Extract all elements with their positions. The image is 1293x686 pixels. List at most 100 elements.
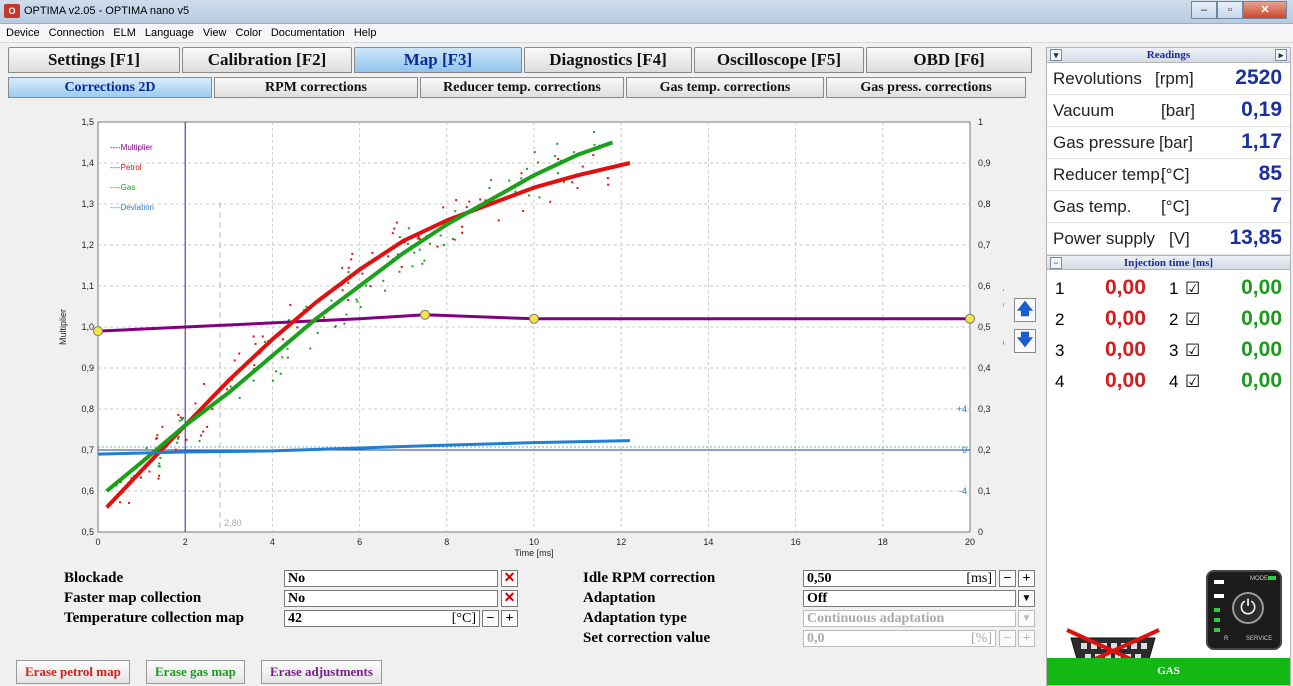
- petrol-sample-dot: [238, 352, 241, 355]
- menu-bar: Device Connection ELM Language View Colo…: [0, 24, 1293, 43]
- gas-switch[interactable]: MODE ⏻ R SERVICE: [1206, 570, 1282, 650]
- petrol-sample-dot: [211, 408, 214, 411]
- petrol-sample-dot: [347, 299, 350, 302]
- switch-led: [1214, 608, 1220, 612]
- checkbox-icon[interactable]: ☑: [1185, 310, 1201, 329]
- gas-sample-dot: [359, 305, 362, 308]
- pressure-up-button[interactable]: 🡅: [1014, 298, 1036, 322]
- menu-documentation[interactable]: Documentation: [270, 27, 345, 39]
- tab-oscilloscope[interactable]: Oscilloscope [F5]: [694, 47, 864, 73]
- petrol-sample-dot: [139, 476, 142, 479]
- gas-injection-value: 0,00: [1241, 307, 1282, 330]
- menu-color[interactable]: Color: [235, 27, 262, 39]
- y-right-tick-label: 0: [978, 527, 983, 537]
- tab-gas-temp-corrections[interactable]: Gas temp. corrections: [626, 77, 824, 98]
- tab-diagnostics[interactable]: Diagnostics [F4]: [524, 47, 692, 73]
- blockade-clear-button[interactable]: ✕: [501, 570, 518, 587]
- tab-calibration[interactable]: Calibration [F2]: [182, 47, 352, 73]
- temp-collection-field[interactable]: 42 [°C]: [284, 610, 480, 627]
- menu-device[interactable]: Device: [6, 27, 40, 39]
- petrol-sample-dot: [549, 200, 552, 203]
- gas-sample-dot: [556, 142, 559, 145]
- injector-number: 3: [1055, 341, 1065, 360]
- temp-increment-button[interactable]: +: [501, 610, 518, 627]
- gas-sample-dot: [428, 242, 431, 245]
- menu-help[interactable]: Help: [353, 27, 377, 39]
- petrol-sample-dot: [341, 266, 344, 269]
- gas-sample-dot: [537, 161, 540, 164]
- x-tick-label: 4: [270, 537, 275, 547]
- tab-rpm-corrections[interactable]: RPM corrections: [214, 77, 418, 98]
- x-tick-label: 20: [965, 537, 975, 547]
- close-button[interactable]: ✕: [1243, 1, 1287, 19]
- tab-gas-press-corrections[interactable]: Gas press. corrections: [826, 77, 1026, 98]
- erase-gas-map-button[interactable]: Erase gas map: [146, 660, 245, 684]
- minimize-button[interactable]: –: [1191, 1, 1217, 19]
- temp-decrement-button[interactable]: −: [482, 610, 499, 627]
- y-tick-label: 1,5: [81, 117, 94, 127]
- adaptation-type-select[interactable]: Continuous adaptation: [803, 610, 1016, 627]
- x-tick-label: 16: [791, 537, 801, 547]
- menu-elm[interactable]: ELM: [113, 27, 136, 39]
- tab-reducer-temp-corrections[interactable]: Reducer temp. corrections: [420, 77, 624, 98]
- petrol-injection-value: 0,00: [1105, 307, 1146, 330]
- faster-map-clear-button[interactable]: ✕: [501, 590, 518, 607]
- tab-settings[interactable]: Settings [F1]: [8, 47, 180, 73]
- petrol-sample-dot: [520, 172, 523, 175]
- idle-rpm-field[interactable]: 0,50 [ms]: [803, 570, 996, 587]
- set-correction-field[interactable]: 0,0 [%]: [803, 630, 996, 647]
- gas-sample-dot: [330, 299, 333, 302]
- erase-petrol-map-button[interactable]: Erase petrol map: [16, 660, 130, 684]
- tab-corrections-2d[interactable]: Corrections 2D: [8, 77, 212, 98]
- y-right-tick-label: 0,7: [978, 240, 991, 250]
- reading-label: Vacuum: [1053, 101, 1115, 120]
- petrol-sample-dot: [177, 413, 180, 416]
- idle-increment-button[interactable]: +: [1018, 570, 1035, 587]
- set-correction-label: Set correction value: [583, 630, 711, 646]
- y-right-tick-label: 0,1: [978, 486, 991, 496]
- set-correction-value: 0,0: [807, 631, 825, 646]
- petrol-sample-dot: [347, 281, 350, 284]
- reading-unit: [rpm]: [1155, 69, 1194, 88]
- petrol-sample-dot: [497, 219, 500, 222]
- set-correction-decrement-button[interactable]: −: [999, 630, 1016, 647]
- adaptation-type-dropdown-icon[interactable]: ▼: [1018, 610, 1035, 627]
- maximize-button[interactable]: ▫: [1217, 1, 1243, 19]
- reading-unit: [V]: [1169, 229, 1190, 248]
- pressure-down-button[interactable]: 🡇: [1014, 329, 1036, 353]
- erase-adjustments-button[interactable]: Erase adjustments: [261, 660, 382, 684]
- adaptation-dropdown-icon[interactable]: ▼: [1018, 590, 1035, 607]
- checkbox-icon[interactable]: ☑: [1185, 279, 1201, 298]
- y-tick-label: 1,0: [81, 322, 94, 332]
- readings-header: ▾ Readings ▸: [1047, 48, 1290, 63]
- idle-decrement-button[interactable]: −: [999, 570, 1016, 587]
- checkbox-icon[interactable]: ☑: [1185, 341, 1201, 360]
- tab-map[interactable]: Map [F3]: [354, 47, 522, 73]
- gas-sample-dot: [316, 331, 319, 334]
- set-correction-increment-button[interactable]: +: [1018, 630, 1035, 647]
- tab-obd[interactable]: OBD [F6]: [866, 47, 1032, 73]
- reading-label: Revolutions: [1053, 69, 1142, 88]
- menu-view[interactable]: View: [202, 27, 227, 39]
- checkbox-icon[interactable]: ☑: [1185, 372, 1201, 391]
- injection-header: − Injection time [ms]: [1047, 255, 1290, 270]
- adaptation-select[interactable]: Off: [803, 590, 1016, 607]
- series-line-deviation: [97, 439, 630, 456]
- title-bar: O OPTIMA v2.05 - OPTIMA nano v5 – ▫ ✕: [0, 0, 1293, 24]
- gas-sample-dot: [355, 298, 358, 301]
- gas-injection-value: 0,00: [1241, 276, 1282, 299]
- collapse-readings-icon[interactable]: ▾: [1050, 49, 1062, 61]
- injector-number: 1: [1055, 279, 1065, 298]
- gas-sample-dot: [382, 279, 385, 282]
- faster-map-field[interactable]: No: [284, 590, 498, 607]
- corrections-chart[interactable]: 0 2 4 6 8 10 12 14 16 18 20 0,5 0,6 0,7 0,8 0,9 1,0 1,1 1,…: [44, 104, 1004, 564]
- menu-language[interactable]: Language: [144, 27, 194, 39]
- expand-readings-icon[interactable]: ▸: [1275, 49, 1287, 61]
- injection-row: 4 0,00 4 ☑ 0,00: [1047, 367, 1290, 398]
- menu-connection[interactable]: Connection: [48, 27, 105, 39]
- power-icon[interactable]: ⏻: [1232, 592, 1264, 624]
- settings-form: Blockade No ✕ Faster map collection No ✕…: [64, 570, 1035, 647]
- collapse-injection-icon[interactable]: −: [1050, 257, 1062, 269]
- blockade-field[interactable]: No: [284, 570, 498, 587]
- petrol-sample-dot: [119, 501, 122, 504]
